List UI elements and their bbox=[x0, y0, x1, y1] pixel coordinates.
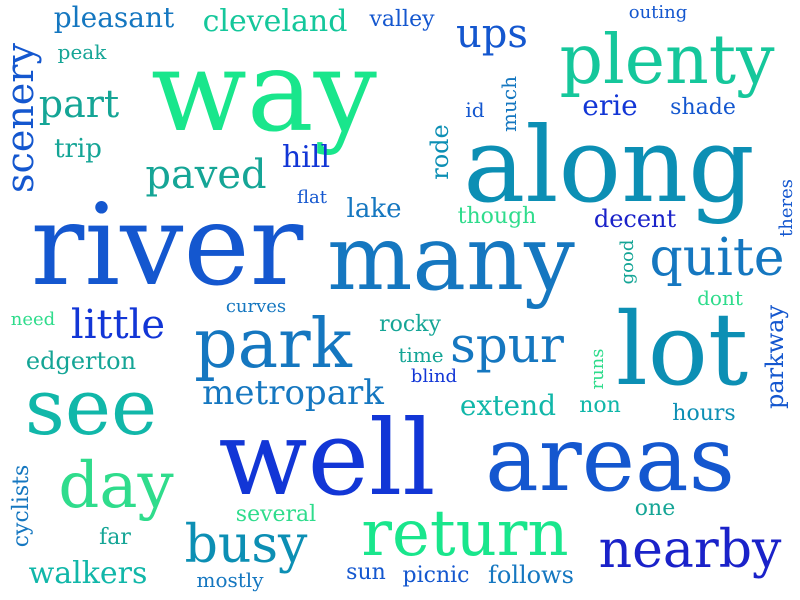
word-return: return bbox=[361, 497, 569, 571]
word-though: though bbox=[457, 204, 537, 229]
word-hill: hill bbox=[281, 140, 331, 175]
word-need: need bbox=[10, 309, 56, 330]
word-way: way bbox=[151, 27, 377, 157]
word-extend: extend bbox=[459, 389, 557, 422]
word-areas: areas bbox=[485, 407, 735, 512]
word-paved: paved bbox=[145, 152, 267, 198]
word-non: non bbox=[579, 393, 621, 418]
word-far: far bbox=[99, 525, 131, 550]
word-hours: hours bbox=[672, 401, 736, 426]
word-spur: spur bbox=[450, 316, 564, 374]
word-walkers: walkers bbox=[28, 556, 148, 591]
word-blind: blind bbox=[410, 366, 458, 387]
word-outing: outing bbox=[628, 2, 688, 23]
word-pleasant: pleasant bbox=[53, 1, 175, 34]
word-id: id bbox=[465, 98, 485, 122]
word-follows: follows bbox=[488, 561, 574, 589]
word-see: see bbox=[24, 363, 158, 453]
word-picnic: picnic bbox=[402, 563, 470, 588]
word-several: several bbox=[235, 502, 317, 527]
word-erie: erie bbox=[582, 89, 638, 122]
word-much: much bbox=[497, 76, 521, 132]
word-dont: dont bbox=[697, 286, 743, 310]
word-good: good bbox=[617, 239, 638, 285]
word-edgerton: edgerton bbox=[25, 347, 137, 375]
word-shade: shade bbox=[670, 95, 736, 120]
word-park: park bbox=[194, 305, 352, 384]
word-trip: trip bbox=[54, 134, 102, 164]
word-little: little bbox=[70, 302, 166, 348]
word-cyclists: cyclists bbox=[9, 464, 34, 548]
word-cleveland: cleveland bbox=[202, 4, 348, 39]
word-rocky: rocky bbox=[379, 312, 441, 337]
word-parkway: parkway bbox=[761, 304, 789, 410]
word-flat: flat bbox=[297, 187, 327, 208]
word-well: well bbox=[218, 397, 436, 519]
word-quite: quite bbox=[649, 228, 785, 288]
word-part: part bbox=[38, 82, 120, 126]
word-ups: ups bbox=[456, 11, 528, 57]
word-time: time bbox=[398, 343, 444, 367]
word-curves: curves bbox=[225, 296, 287, 317]
word-metropark: metropark bbox=[202, 373, 384, 413]
word-one: one bbox=[634, 496, 676, 521]
word-lake: lake bbox=[346, 194, 402, 224]
word-nearby: nearby bbox=[598, 520, 782, 580]
word-valley: valley bbox=[369, 7, 435, 32]
word-busy: busy bbox=[184, 515, 308, 575]
word-mostly: mostly bbox=[196, 568, 264, 592]
word-along: along bbox=[463, 104, 755, 226]
word-rode: rode bbox=[426, 124, 454, 180]
word-many: many bbox=[327, 206, 575, 311]
word-sun: sun bbox=[346, 560, 386, 585]
word-plenty: plenty bbox=[559, 21, 775, 100]
word-runs: runs bbox=[587, 348, 608, 390]
word-scenery: scenery bbox=[0, 43, 42, 193]
word-decent: decent bbox=[593, 205, 677, 233]
word-river: river bbox=[30, 181, 304, 311]
word-theres: theres bbox=[776, 179, 797, 237]
word-day: day bbox=[58, 449, 174, 523]
word-peak: peak bbox=[57, 40, 107, 64]
word-lot: lot bbox=[615, 291, 749, 408]
